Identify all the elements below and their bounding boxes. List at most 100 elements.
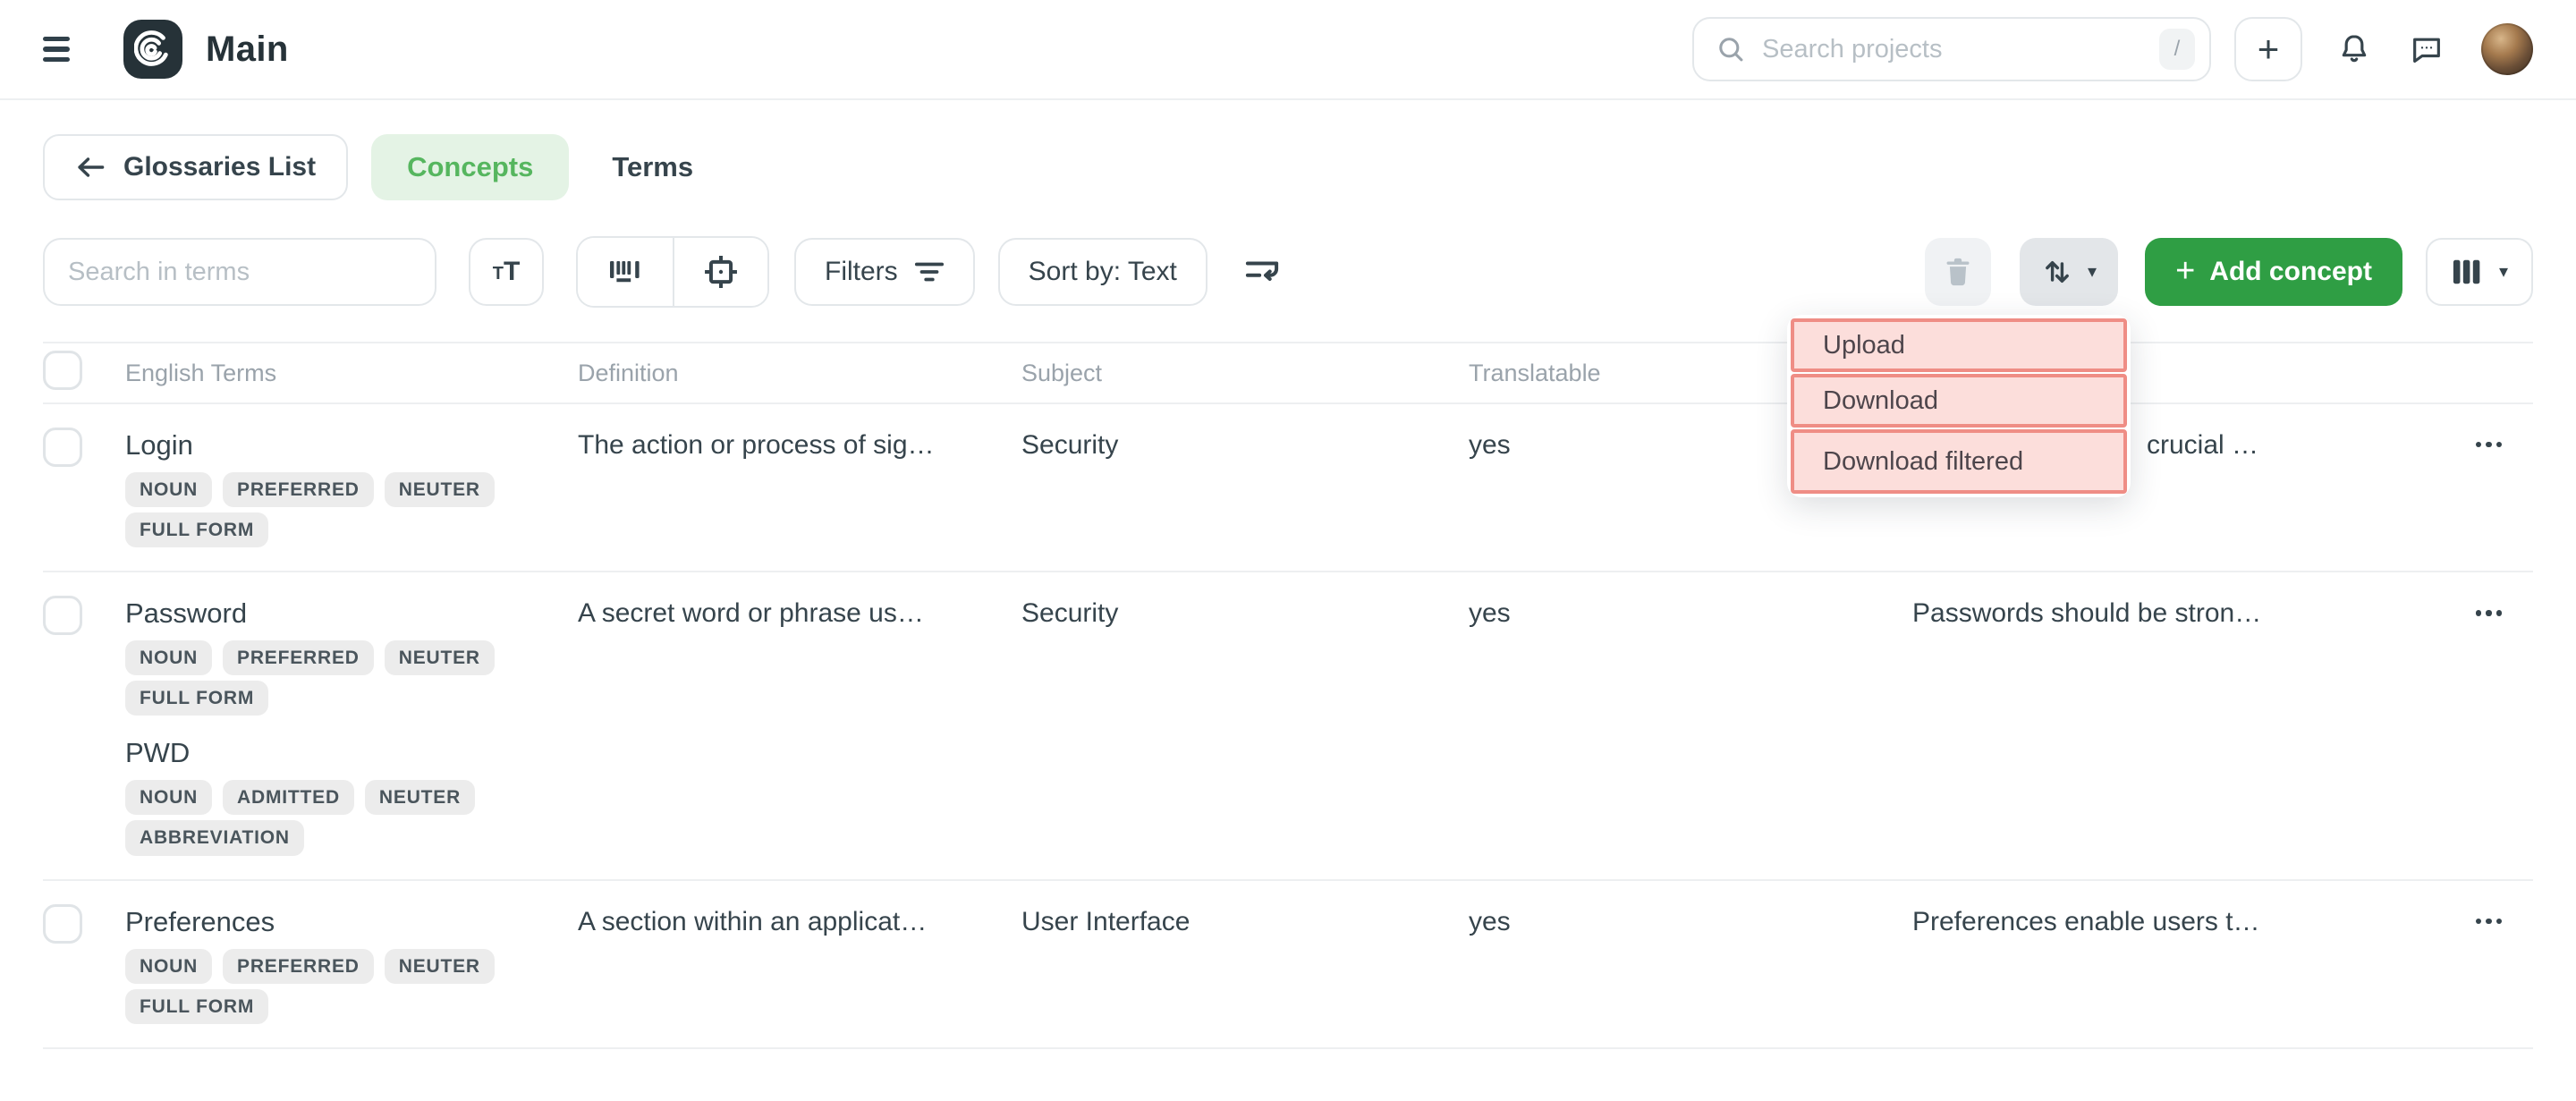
import-export-menu: Upload Download Download filtered: [1787, 315, 2131, 497]
terms-cell: Password NOUN PREFERRED NEUTER FULL FORM PWD N…: [125, 594, 578, 856]
delete-selected-button[interactable]: [1925, 238, 1992, 306]
definition-cell: A section within an applicat…: [578, 906, 928, 936]
filter-lines-icon: [914, 262, 944, 282]
search-icon: [1719, 38, 1743, 62]
view-tabs: Glossaries List Concepts Terms: [0, 100, 2576, 200]
create-project-button[interactable]: +: [2234, 17, 2302, 81]
term: Login NOUN PREFERRED NEUTER FULL FORM: [125, 428, 578, 548]
terms-cell: Preferences NOUN PREFERRED NEUTER FULL FORM: [125, 902, 578, 1024]
dot: [2476, 442, 2482, 448]
whole-word-button[interactable]: [578, 238, 673, 306]
row-menu-button[interactable]: [2454, 904, 2509, 931]
row-select-cell: [43, 594, 125, 645]
menu-item-download[interactable]: Download: [1791, 374, 2127, 428]
exact-match-button[interactable]: [673, 238, 767, 306]
user-avatar[interactable]: [2481, 23, 2533, 75]
row-checkbox[interactable]: [43, 903, 82, 944]
dot: [2486, 610, 2492, 616]
term-tag-badge: NOUN: [125, 948, 213, 984]
table-row: Password NOUN PREFERRED NEUTER FULL FORM PWD N…: [43, 572, 2533, 881]
row-checkbox[interactable]: [43, 596, 82, 636]
term-tag-badge: FULL FORM: [125, 681, 269, 716]
term-tags: NOUN PREFERRED NEUTER FULL FORM: [125, 472, 515, 548]
term-tag-badge: NOUN: [125, 472, 213, 508]
toolbar-actions: ▾ + Add concept ▾: [1925, 238, 2533, 306]
sort-direction-button[interactable]: [1243, 256, 1281, 288]
row-menu-button[interactable]: [2454, 428, 2509, 454]
select-all-checkbox[interactable]: [43, 351, 82, 390]
filters-button[interactable]: Filters: [794, 238, 975, 306]
app-logo: [123, 20, 182, 79]
sort-by-button[interactable]: Sort by: Text: [997, 238, 1208, 306]
chat-bubble-icon: [2413, 38, 2440, 64]
concepts-table: English Terms Definition Subject Transla…: [43, 342, 2533, 1049]
term-tag-badge: PREFERRED: [223, 948, 374, 984]
bell-icon: [2342, 35, 2367, 63]
subject-cell: Security: [1021, 430, 1119, 460]
menu-item-download-filtered[interactable]: Download filtered: [1791, 429, 2127, 494]
notifications-button[interactable]: [2336, 30, 2372, 68]
match-options-group: [576, 236, 769, 308]
note-cell: Preferences enable users t…: [1912, 906, 2260, 936]
plus-icon: +: [2257, 28, 2280, 70]
search-in-terms-input[interactable]: [43, 238, 436, 306]
dot: [2496, 442, 2503, 448]
tab-terms[interactable]: Terms: [590, 134, 715, 200]
term-tag-badge: NEUTER: [364, 780, 476, 816]
top-bar-actions: Search projects / +: [1692, 17, 2533, 81]
term-text[interactable]: Preferences: [125, 905, 275, 937]
page-title: Main: [206, 29, 289, 69]
term-tag-badge: NEUTER: [384, 472, 495, 508]
term: Password NOUN PREFERRED NEUTER FULL FORM: [125, 596, 578, 716]
trash-icon: [1946, 258, 1970, 286]
column-header-definition: Definition: [578, 359, 679, 386]
tab-concepts[interactable]: Concepts: [371, 134, 570, 200]
term-tags: NOUN PREFERRED NEUTER FULL FORM: [125, 948, 515, 1024]
up-down-arrows-icon: [2046, 261, 2069, 283]
concepts-toolbar: TT F: [0, 200, 2576, 308]
dot: [2486, 918, 2492, 924]
import-export-button[interactable]: ▾: [2020, 238, 2119, 306]
term-tag-badge: NOUN: [125, 780, 213, 816]
term-text[interactable]: Login: [125, 429, 193, 461]
target-selection-icon: [705, 256, 737, 288]
translatable-cell: yes: [1469, 598, 1511, 629]
column-header-subject: Subject: [1021, 359, 1103, 386]
whole-word-icon: [610, 261, 640, 283]
search-projects-input[interactable]: Search projects /: [1692, 17, 2211, 81]
term-tag-badge: PREFERRED: [223, 640, 374, 676]
table-row: Preferences NOUN PREFERRED NEUTER FULL FORM A…: [43, 881, 2533, 1049]
add-concept-button[interactable]: + Add concept: [2145, 238, 2402, 306]
chevron-down-icon: ▾: [2088, 262, 2097, 282]
term-text[interactable]: PWD: [125, 737, 191, 769]
sort-by-label: Sort by: Text: [1028, 257, 1177, 286]
term-tag-badge: PREFERRED: [223, 472, 374, 508]
logo-glyph-icon: [134, 30, 168, 66]
chevron-down-icon: ▾: [2498, 262, 2508, 282]
term-text[interactable]: Password: [125, 597, 248, 630]
arrow-left-icon: [78, 157, 105, 177]
feedback-button[interactable]: [2408, 31, 2445, 67]
column-header-english-terms: English Terms: [125, 359, 277, 386]
menu-item-upload[interactable]: Upload: [1791, 318, 2127, 372]
term-tags: NOUN PREFERRED NEUTER FULL FORM: [125, 640, 515, 716]
column-header-translatable: Translatable: [1469, 359, 1601, 386]
term-tag-badge: ABBREVIATION: [125, 820, 304, 856]
back-to-glossaries-button[interactable]: Glossaries List: [43, 134, 349, 200]
term-tag-badge: ADMITTED: [223, 780, 354, 816]
term-tag-badge: NEUTER: [384, 948, 495, 984]
term-tag-badge: FULL FORM: [125, 512, 269, 548]
hamburger-menu-button[interactable]: [43, 30, 82, 69]
row-checkbox[interactable]: [43, 428, 82, 467]
back-button-label: Glossaries List: [123, 152, 317, 182]
subject-cell: User Interface: [1021, 906, 1191, 936]
note-cell: Passwords should be stron…: [1912, 598, 2262, 629]
columns-settings-button[interactable]: ▾: [2425, 238, 2533, 306]
row-menu-button[interactable]: [2454, 596, 2509, 622]
translatable-cell: yes: [1469, 906, 1511, 936]
term: PWD NOUN ADMITTED NEUTER ABBREVIATION: [125, 735, 578, 856]
translatable-cell: yes: [1469, 430, 1511, 460]
